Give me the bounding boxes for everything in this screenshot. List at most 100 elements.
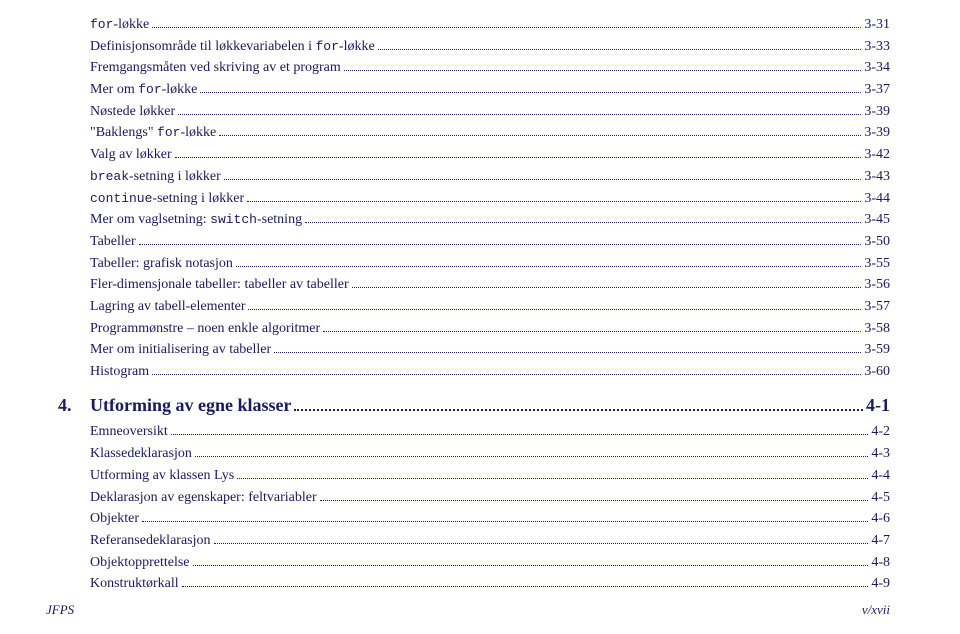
toc-page: for-løkke 3-31 Definisjonsområde til løkke… (0, 0, 960, 595)
toc-entry: Nøstede løkker3-39 (90, 101, 890, 123)
toc-entry-page: 4-7 (871, 530, 890, 552)
leader-dots (152, 27, 861, 28)
leader-dots (214, 543, 869, 544)
toc-list-2: Emneoversikt4-2Klassedeklarasjon4-3Utfor… (90, 421, 890, 595)
leader-dots (195, 456, 868, 457)
toc-entry-page: 3-31 (864, 14, 890, 36)
code-keyword: switch (210, 212, 257, 227)
toc-entry: Fremgangsmåten ved skriving av et progra… (90, 57, 890, 79)
code-keyword: continue (90, 191, 152, 206)
toc-entry-page: 3-39 (864, 122, 890, 144)
toc-entry-title: Mer om initialisering av tabeller (90, 339, 271, 361)
toc-entry-page: 3-59 (864, 339, 890, 361)
section-leader-dots (294, 409, 863, 411)
leader-dots (200, 92, 861, 93)
toc-entry-page: 4-8 (871, 552, 890, 574)
toc-entry-page: 3-37 (864, 79, 890, 101)
toc-entry-title: Tabeller (90, 231, 136, 253)
code-keyword: for (90, 17, 113, 32)
toc-entry: Referansedeklarasjon 4-7 (90, 530, 890, 552)
toc-entry-page: 4-5 (871, 487, 890, 509)
toc-entry-page: 3-60 (864, 361, 890, 383)
toc-entry: Emneoversikt 4-2 (90, 421, 890, 443)
leader-dots (352, 287, 862, 288)
toc-entry: Lagring av tabell-elementer 3-57 (90, 296, 890, 318)
toc-entry: Konstruktørkall 4-9 (90, 573, 890, 595)
toc-entry: Programmønstre – noen enkle algoritmer 3-… (90, 318, 890, 340)
toc-entry: "Baklengs" for-løkke 3-39 (90, 122, 890, 144)
leader-dots (323, 331, 861, 332)
toc-entry-title: Valg av løkker (90, 144, 172, 166)
footer-right: v/xvii (862, 602, 890, 618)
toc-entry-title: continue-setning i løkker (90, 188, 244, 210)
leader-dots (175, 157, 862, 158)
leader-dots (139, 244, 862, 245)
toc-entry-page: 3-58 (864, 318, 890, 340)
toc-entry-page: 3-50 (864, 231, 890, 253)
leader-dots (237, 478, 868, 479)
toc-entry-page: 3-42 (864, 144, 890, 166)
code-keyword: for (316, 39, 339, 54)
toc-entry: Valg av løkker 3-42 (90, 144, 890, 166)
toc-entry: Fler-dimensjonale tabeller: tabeller av … (90, 274, 890, 296)
toc-entry: Deklarasjon av egenskaper: feltvariabler… (90, 487, 890, 509)
toc-entry-page: 4-9 (871, 573, 890, 595)
toc-entry: Tabeller 3-50 (90, 231, 890, 253)
toc-entry-title: Definisjonsområde til løkkevariabelen i … (90, 36, 375, 58)
toc-entry-title: Mer om for-løkke (90, 79, 197, 101)
toc-entry-page: 3-55 (864, 253, 890, 275)
toc-entry: continue-setning i løkker3-44 (90, 188, 890, 210)
toc-entry-title: Referansedeklarasjon (90, 530, 211, 552)
leader-dots (193, 565, 869, 566)
toc-entry-title: Nøstede løkker (90, 101, 175, 123)
toc-entry: break-setning i løkker3-43 (90, 166, 890, 188)
toc-entry: Objekter 4-6 (90, 508, 890, 530)
code-keyword: break (90, 169, 129, 184)
footer-left: JFPS (46, 602, 74, 618)
toc-entry: Mer om vaglsetning: switch-setning 3-45 (90, 209, 890, 231)
code-keyword: for (157, 125, 180, 140)
leader-dots (178, 114, 861, 115)
section-title: Utforming av egne klasser (90, 391, 291, 420)
toc-entry-title: Histogram (90, 361, 149, 383)
leader-dots (171, 434, 869, 435)
leader-dots (305, 222, 861, 223)
toc-entry-title: Fler-dimensjonale tabeller: tabeller av … (90, 274, 349, 296)
leader-dots (274, 352, 861, 353)
toc-entry-page: 3-57 (864, 296, 890, 318)
toc-entry-page: 3-33 (864, 36, 890, 58)
toc-entry-title: Tabeller: grafisk notasjon (90, 253, 233, 275)
leader-dots (236, 266, 861, 267)
toc-entry-title: Mer om vaglsetning: switch-setning (90, 209, 302, 231)
toc-entry-page: 3-56 (864, 274, 890, 296)
toc-entry-page: 3-34 (864, 57, 890, 79)
toc-entry-page: 3-45 (864, 209, 890, 231)
toc-entry: Histogram 3-60 (90, 361, 890, 383)
toc-entry-title: Klassedeklarasjon (90, 443, 192, 465)
leader-dots (247, 201, 861, 202)
leader-dots (182, 586, 869, 587)
toc-entry: Utforming av klassen Lys4-4 (90, 465, 890, 487)
toc-entry: Definisjonsområde til løkkevariabelen i … (90, 36, 890, 58)
toc-entry-title: Emneoversikt (90, 421, 168, 443)
toc-entry-title: Lagring av tabell-elementer (90, 296, 245, 318)
toc-section-heading: 4. Utforming av egne klasser 4-1 (58, 391, 890, 420)
toc-entry-title: Fremgangsmåten ved skriving av et progra… (90, 57, 341, 79)
toc-entry-page: 4-4 (871, 465, 890, 487)
toc-entry-title: Konstruktørkall (90, 573, 179, 595)
toc-entry-title: Objektopprettelse (90, 552, 190, 574)
toc-entry: Mer om for-løkke 3-37 (90, 79, 890, 101)
leader-dots (320, 500, 869, 501)
page-footer: JFPS v/xvii (0, 602, 960, 618)
toc-entry-title: "Baklengs" for-løkke (90, 122, 216, 144)
toc-entry: Objektopprettelse 4-8 (90, 552, 890, 574)
toc-entry: Tabeller: grafisk notasjon 3-55 (90, 253, 890, 275)
toc-entry-title: Objekter (90, 508, 139, 530)
toc-entry-title: Programmønstre – noen enkle algoritmer (90, 318, 320, 340)
leader-dots (142, 521, 868, 522)
leader-dots (344, 70, 862, 71)
toc-entry-page: 4-2 (871, 421, 890, 443)
toc-entry-title: for-løkke (90, 14, 149, 36)
toc-entry-page: 4-6 (871, 508, 890, 530)
leader-dots (219, 135, 861, 136)
